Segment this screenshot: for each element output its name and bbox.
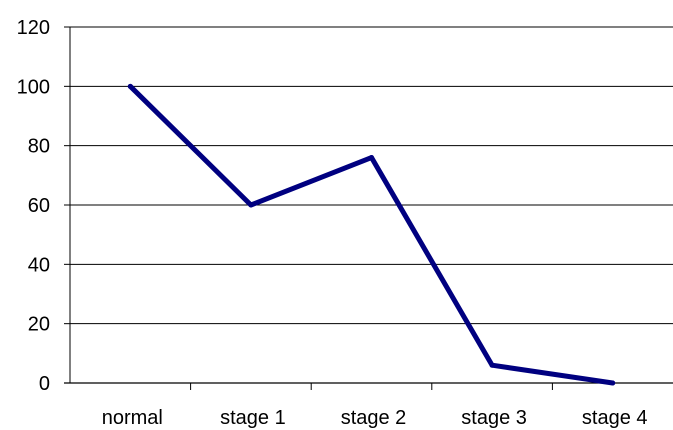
- gridlines: [70, 26, 673, 325]
- data-point: [369, 155, 374, 161]
- x-axis-tick-labels: normal stage 1 stage 2 stage 3 stage 4: [102, 407, 648, 429]
- x-tick-label: stage 4: [582, 407, 648, 429]
- y-tick-label: 0: [39, 373, 50, 395]
- x-tick-label: stage 1: [220, 407, 286, 429]
- series-layer: [127, 83, 616, 386]
- y-tick-label: 40: [28, 254, 50, 276]
- axes: [64, 26, 673, 390]
- y-tick-label: 120: [17, 17, 50, 39]
- data-point: [248, 202, 254, 208]
- x-tick-label: stage 3: [461, 407, 527, 429]
- data-point: [489, 362, 495, 368]
- y-tick-label: 20: [28, 314, 50, 336]
- data-point: [127, 83, 133, 89]
- x-tick-label: normal: [102, 407, 163, 429]
- y-axis-tick-labels: 0 20 40 60 80 100 120: [17, 17, 50, 395]
- y-tick-label: 80: [28, 136, 50, 158]
- x-tick-label: stage 2: [341, 407, 407, 429]
- y-tick-label: 60: [28, 195, 50, 217]
- series-line: [127, 83, 616, 386]
- y-tick-label: 100: [17, 76, 50, 98]
- data-point: [610, 380, 616, 386]
